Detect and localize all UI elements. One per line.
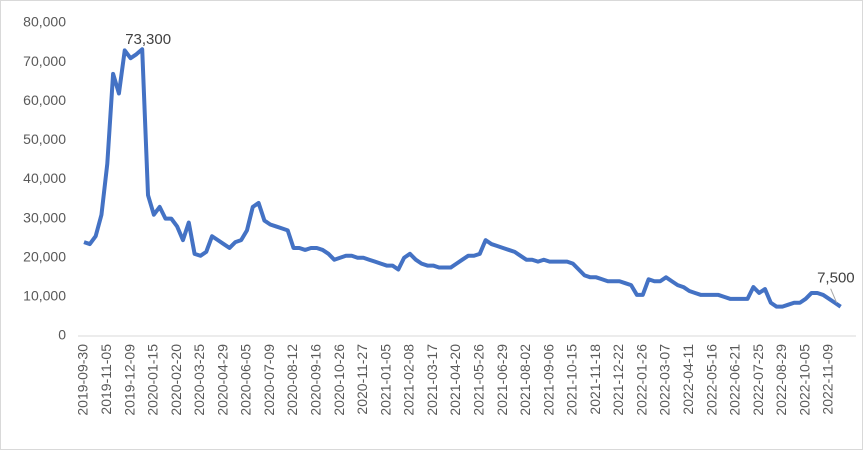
x-tick-label: 2020-09-16 — [308, 344, 324, 416]
y-tick-label: 0 — [58, 327, 66, 343]
x-tick-label: 2019-09-30 — [75, 344, 91, 416]
y-tick-label: 80,000 — [23, 14, 66, 30]
x-tick-label: 2020-08-12 — [284, 344, 300, 416]
x-tick-label: 2021-02-08 — [401, 344, 417, 416]
data-line — [83, 47, 842, 309]
x-tick-label: 2020-01-15 — [145, 344, 161, 416]
y-tick-label: 50,000 — [23, 131, 66, 147]
value-label: 7,500 — [817, 270, 855, 287]
x-tick-label: 2021-12-22 — [610, 344, 626, 416]
x-tick-label: 2022-04-11 — [680, 344, 696, 415]
x-tick-label: 2020-02-20 — [168, 344, 184, 416]
x-tick-label: 2022-07-25 — [750, 344, 766, 416]
x-tick-label: 2021-10-15 — [564, 344, 580, 416]
y-tick-label: 40,000 — [23, 170, 66, 186]
x-tick-label: 2021-06-29 — [494, 344, 510, 416]
x-tick-label: 2022-03-07 — [657, 344, 673, 416]
x-tick-label: 2021-09-06 — [540, 344, 556, 416]
x-tick-label: 2022-10-05 — [796, 344, 812, 416]
y-tick-label: 60,000 — [23, 92, 66, 108]
y-tick-label: 20,000 — [23, 248, 66, 264]
x-tick-label: 2021-08-02 — [517, 344, 533, 416]
y-tick-label: 10,000 — [23, 288, 66, 304]
x-tick-label: 2019-12-09 — [121, 344, 137, 416]
x-tick-label: 2022-05-16 — [703, 344, 719, 416]
y-tick-label: 30,000 — [23, 209, 66, 225]
x-tick-label: 2020-11-27 — [354, 344, 370, 415]
x-tick-label: 2020-10-26 — [331, 344, 347, 416]
label-leader — [830, 288, 838, 303]
y-tick-label: 70,000 — [23, 53, 66, 69]
x-tick-label: 2021-03-17 — [424, 344, 440, 416]
x-tick-label: 2022-08-29 — [773, 344, 789, 416]
x-tick-label: 2019-11-05 — [98, 344, 114, 415]
x-tick-label: 2022-11-09 — [820, 344, 836, 415]
x-tick-label: 2020-03-25 — [191, 344, 207, 416]
x-tick-label: 2020-04-29 — [214, 344, 230, 416]
x-tick-label: 2020-06-05 — [238, 344, 254, 416]
x-tick-label: 2022-06-21 — [727, 344, 743, 416]
x-tick-label: 2021-04-20 — [447, 344, 463, 416]
value-label: 73,300 — [125, 31, 171, 48]
x-tick-label: 2020-07-09 — [261, 344, 277, 416]
x-tick-label: 2021-01-05 — [377, 344, 393, 416]
x-tick-label: 2021-05-26 — [470, 344, 486, 416]
x-tick-label: 2022-01-26 — [633, 344, 649, 416]
x-tick-label: 2021-11-18 — [587, 344, 603, 415]
